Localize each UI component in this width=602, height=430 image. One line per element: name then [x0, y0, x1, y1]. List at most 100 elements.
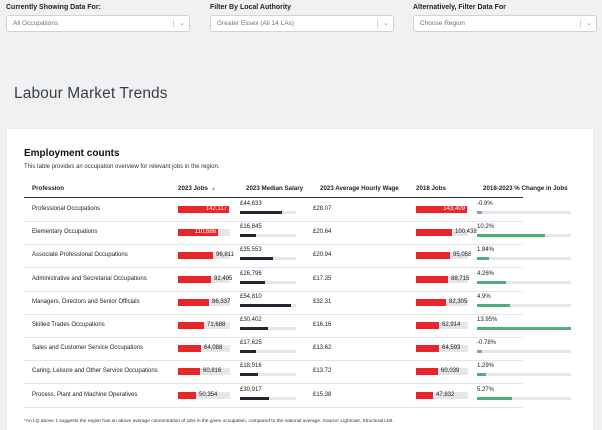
jobs-2023-bar: 71,688 [178, 322, 230, 329]
region-select[interactable]: Choose Region ⌄ [413, 15, 597, 32]
change-value: 4.26% [477, 270, 495, 277]
jobs-2023-bar: 64,088 [178, 345, 230, 353]
column-header-change[interactable]: 2018-2023 % Change in Jobs [483, 185, 568, 192]
salary-bar [240, 234, 296, 238]
select-separator [173, 19, 174, 28]
column-header-jobs-2023-label: 2023 Jobs [178, 185, 208, 192]
jobs-2018-bar: 64,593 [416, 345, 468, 353]
local-authority-select[interactable]: Greater Essex (All 14 LAs) ⌄ [210, 15, 394, 32]
change-bar [477, 350, 571, 354]
occupation-select[interactable]: All Occupations ⌄ [6, 15, 190, 32]
bar-fill [416, 298, 446, 306]
change-bar [477, 327, 571, 330]
jobs-2023-bar: 110,686 [178, 229, 230, 237]
profession-name: Professional Occupations [32, 206, 101, 212]
change-bar [477, 257, 571, 261]
sort-arrow-icon: ▲ [210, 186, 216, 192]
column-header-jobs-2018[interactable]: 2018 Jobs [416, 185, 446, 192]
salary-bar-fill [240, 280, 265, 284]
change-bar [477, 211, 571, 214]
jobs-2018-value: 88,715 [451, 275, 470, 282]
jobs-2018-bar: 82,305 [416, 298, 468, 306]
profession-name: Administrative and Secretarial Occupatio… [32, 275, 147, 282]
change-bar [477, 396, 571, 400]
salary-bar-fill [240, 327, 268, 330]
jobs-2018-bar: 95,058 [416, 252, 472, 260]
jobs-2018-value: 143,409 [443, 206, 465, 212]
salary-bar [240, 303, 296, 307]
occupation-select-value: All Occupations [13, 20, 59, 27]
table-row: Caring, Leisure and Other Service Occupa… [24, 360, 571, 385]
hourly-wage-value: £17.35 [313, 275, 332, 282]
table-row: Administrative and Secretarial Occupatio… [24, 268, 571, 292]
column-header-salary[interactable]: 2023 Median Salary [246, 185, 304, 192]
header-divider [24, 197, 523, 198]
jobs-2018-bar: 88,715 [416, 275, 470, 283]
footnote: *An LQ above 1 suggests the region has a… [24, 419, 394, 424]
bar-fill [416, 229, 452, 237]
salary-value: £26,796 [240, 270, 262, 277]
card-subtitle: This table provides an occupation overvi… [24, 164, 220, 170]
profession-name: Elementary Occupations [32, 229, 98, 236]
table-row: Professional Occupations 142,117 143,409 £4… [24, 198, 571, 222]
jobs-2018-value: 100,438 [455, 229, 477, 236]
column-header-jobs-2023[interactable]: 2023 Jobs ▲ [178, 185, 216, 192]
salary-bar [240, 373, 296, 377]
salary-value: £18,916 [240, 363, 262, 370]
chevron-down-icon: ⌄ [179, 20, 185, 27]
salary-bar-fill [240, 234, 256, 238]
change-value: 13.95% [477, 317, 498, 323]
select-separator [580, 19, 581, 28]
hourly-wage-value: £32.31 [313, 298, 332, 305]
change-bar [477, 234, 571, 238]
bar-fill [178, 298, 209, 306]
jobs-2023-value: 96,811 [216, 252, 234, 259]
chevron-down-icon: ⌄ [383, 20, 389, 27]
jobs-2018-value: 95,058 [453, 252, 472, 259]
change-value: 5.27% [477, 386, 495, 393]
profession-name: Process, Plant and Machine Operatives [32, 391, 138, 398]
change-bar-fill [477, 327, 571, 330]
salary-bar [240, 257, 296, 261]
jobs-2023-value: 71,688 [207, 322, 226, 328]
salary-value: £16,845 [240, 224, 262, 231]
change-bar-fill [477, 396, 512, 400]
jobs-2018-value: 47,832 [436, 391, 455, 398]
page-title: Labour Market Trends [14, 85, 168, 102]
change-bar-fill [477, 234, 545, 238]
jobs-2023-bar: 86,337 [178, 298, 230, 306]
salary-bar-fill [240, 350, 256, 354]
region-filter: Alternatively, Filter Data For Choose Re… [413, 3, 597, 32]
bar-fill [178, 391, 196, 399]
change-bar-fill [477, 257, 489, 261]
jobs-2023-bar: 96,811 [178, 252, 234, 260]
salary-bar [240, 396, 296, 400]
salary-bar [240, 211, 296, 214]
change-value: -0.9% [477, 201, 493, 207]
change-bar-fill [477, 350, 482, 354]
salary-value: £17,625 [240, 340, 262, 347]
profession-name: Sales and Customer Service Occupations [32, 345, 144, 352]
column-header-profession[interactable]: Profession [32, 185, 64, 192]
local-authority-filter: Filter By Local Authority Greater Essex … [210, 3, 394, 32]
table-row: Sales and Customer Service Occupations 64… [24, 337, 571, 362]
change-bar [477, 280, 571, 284]
bar-fill [178, 322, 204, 329]
salary-bar [240, 350, 296, 354]
jobs-2018-bar: 62,914 [416, 322, 468, 329]
salary-bar-fill [240, 303, 291, 307]
column-header-hourly-wage[interactable]: 2023 Average Hourly Wage [320, 185, 399, 192]
change-bar-fill [477, 303, 510, 307]
change-value: 4.9% [477, 293, 491, 300]
salary-value: £35,553 [240, 247, 262, 254]
profession-name: Managers, Directors and Senior Officials [32, 298, 140, 305]
profession-name: Skilled Trades Occupations [32, 322, 105, 328]
change-value: 1.84% [477, 247, 495, 254]
salary-value: £30,402 [240, 317, 262, 323]
table-row: Managers, Directors and Senior Officials… [24, 291, 571, 315]
hourly-wage-value: £13.72 [313, 368, 332, 375]
occupation-filter: Currently Showing Data For: All Occupati… [6, 3, 190, 32]
jobs-2023-bar: 142,117 [178, 206, 230, 213]
jobs-2018-value: 64,593 [442, 345, 461, 352]
table-row: Process, Plant and Machine Operatives 50,… [24, 384, 571, 408]
